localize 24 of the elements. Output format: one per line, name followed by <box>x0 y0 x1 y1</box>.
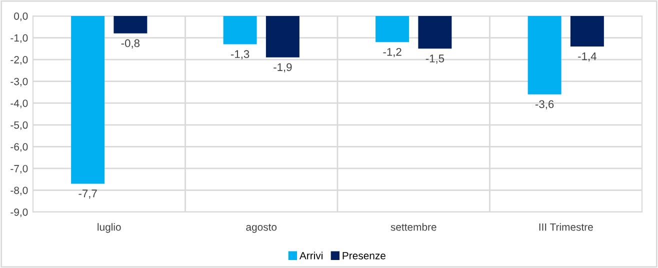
x-tick-label: luglio <box>98 223 121 233</box>
data-label: -1,4 <box>578 52 596 62</box>
y-tick-label: -4,0 <box>10 100 28 108</box>
x-tick-label: III Trimestre <box>539 223 593 231</box>
legend-label: Presenze <box>342 252 386 260</box>
y-tick-label: -7,0 <box>10 164 28 174</box>
legend-label: Arrivi <box>299 252 322 260</box>
data-label: -3,6 <box>535 100 554 110</box>
data-label: -1,3 <box>230 50 250 60</box>
x-tick-label: agosto <box>246 224 277 233</box>
y-tick-label: 0,0 <box>14 12 28 22</box>
y-tick-label: -3,0 <box>10 78 28 86</box>
y-tick-label: -9,0 <box>10 208 28 218</box>
data-label: -1,5 <box>426 54 444 64</box>
x-tick-label: settembre <box>390 223 436 231</box>
y-tick-label: -6,0 <box>10 143 28 152</box>
data-label: -1,2 <box>383 48 402 58</box>
data-label: -1,9 <box>274 63 292 72</box>
y-tick-label: -5,0 <box>10 121 28 130</box>
data-label: -0,8 <box>121 39 140 48</box>
y-tick-label: -2,0 <box>10 56 28 65</box>
y-tick-label: -1,0 <box>10 34 28 43</box>
y-tick-label: -8,0 <box>10 186 28 196</box>
data-label: -7,7 <box>78 190 97 199</box>
